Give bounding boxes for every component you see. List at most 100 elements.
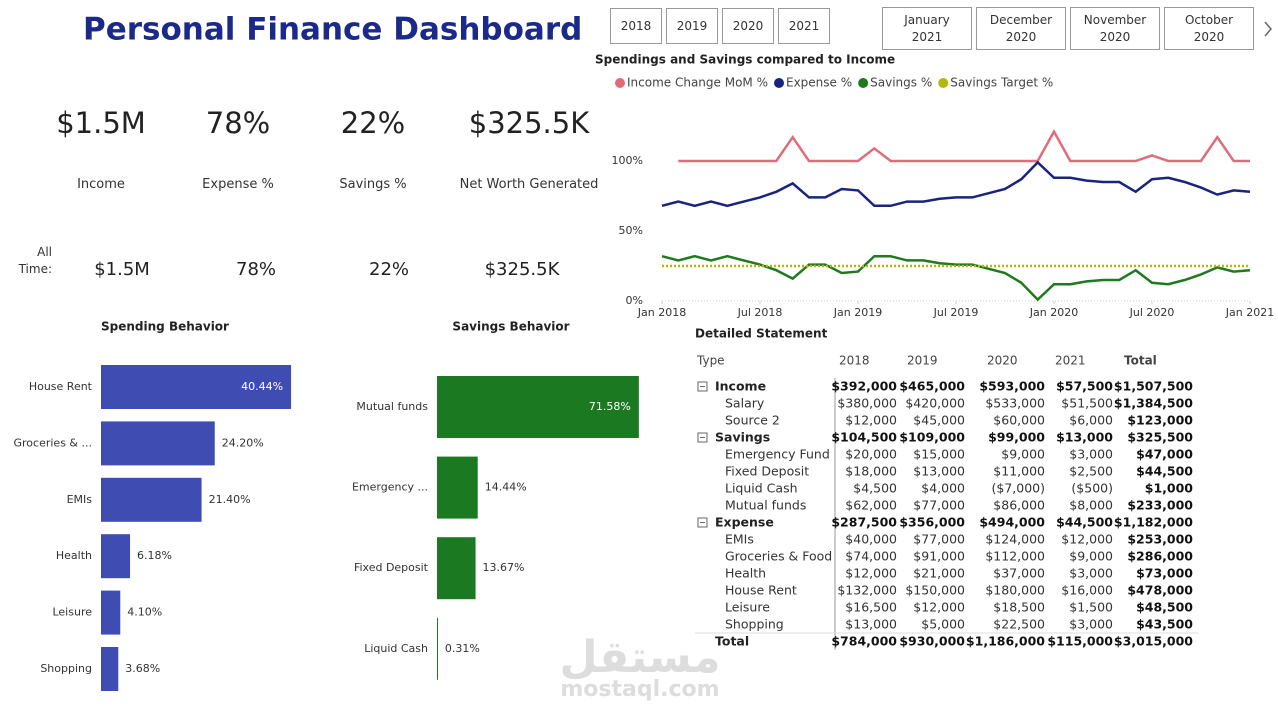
value-label: 24.20%	[222, 436, 264, 449]
category-label: Mutual funds	[356, 400, 428, 413]
cell: $180,000	[985, 583, 1045, 598]
cell: $233,000	[1127, 498, 1193, 513]
legend-marker	[615, 78, 625, 88]
cell: $1,500	[1069, 600, 1113, 615]
cell: $124,000	[985, 532, 1045, 547]
cell: $73,000	[1136, 566, 1193, 581]
cell: $13,000	[913, 464, 965, 479]
cell: $9,000	[1001, 447, 1045, 462]
category-label: Groceries & ...	[14, 436, 93, 449]
value-label: 4.10%	[127, 606, 162, 619]
bar	[101, 365, 292, 409]
cell: $494,000	[979, 515, 1045, 530]
bar	[101, 534, 131, 579]
x-tick-label: Jan 2020	[1029, 306, 1078, 319]
row-label: Fixed Deposit	[725, 464, 809, 479]
value-label: 0.31%	[445, 642, 480, 655]
column-header: 2018	[839, 354, 870, 368]
x-tick-label: Jul 2018	[737, 306, 783, 319]
cell: $287,500	[831, 515, 897, 530]
cell: $4,000	[921, 481, 965, 496]
kpi-label: Expense %	[202, 177, 274, 192]
value-label: 14.44%	[485, 481, 527, 494]
category-label: EMIs	[67, 493, 93, 506]
kpi-value: $325.5K	[468, 106, 590, 140]
cell: $1,182,000	[1114, 515, 1193, 530]
cell: $150,000	[905, 583, 965, 598]
watermark-logo: مستقل	[560, 632, 721, 683]
cell: $6,000	[1069, 413, 1113, 428]
bar	[437, 537, 476, 600]
year-slicer[interactable]: 2021	[778, 8, 830, 44]
legend-label: Savings Target %	[950, 76, 1053, 90]
cell: $930,000	[899, 634, 965, 649]
row-label: Source 2	[725, 413, 780, 428]
cell: $44,500	[1136, 464, 1193, 479]
cell: $253,000	[1127, 532, 1193, 547]
x-tick-label: Jan 2018	[637, 306, 686, 319]
bar	[101, 477, 202, 522]
cell: $60,000	[993, 413, 1045, 428]
value-label: 3.68%	[125, 662, 160, 675]
cell: $420,000	[905, 396, 965, 411]
x-tick-label: Jul 2020	[1129, 306, 1175, 319]
cell: $16,000	[1061, 583, 1113, 598]
bar	[437, 456, 478, 519]
column-header: Type	[696, 354, 725, 368]
month-slicer[interactable]: November 2020	[1070, 7, 1160, 50]
month-slicer[interactable]: January 2021	[882, 7, 972, 50]
cell: $392,000	[831, 379, 897, 394]
y-tick-label: 0%	[626, 294, 643, 307]
cell: $115,000	[1047, 634, 1113, 649]
month-slicer[interactable]: December 2020	[976, 7, 1066, 50]
series-line	[661, 160, 1251, 208]
category-label: Leisure	[52, 606, 92, 619]
row-label: Savings	[715, 430, 770, 445]
year-slicer[interactable]: 2020	[722, 8, 774, 44]
value-label: 6.18%	[137, 549, 172, 562]
cell: $18,000	[845, 464, 897, 479]
cell: ($7,000)	[992, 481, 1046, 496]
column-header: Total	[1124, 354, 1157, 368]
cell: $2,500	[1069, 464, 1113, 479]
cell: $380,000	[837, 396, 897, 411]
category-label: Emergency ...	[352, 481, 428, 494]
cell: $47,000	[1136, 447, 1193, 462]
cell: $13,000	[1056, 430, 1113, 445]
cell: $20,000	[845, 447, 897, 462]
scroll-arrow[interactable]	[1264, 21, 1272, 37]
cell: $48,500	[1136, 600, 1193, 615]
cell: $15,000	[913, 447, 965, 462]
cell: $12,000	[913, 600, 965, 615]
cell: $12,000	[845, 413, 897, 428]
cell: $9,000	[1069, 549, 1113, 564]
x-tick-label: Jan 2019	[833, 306, 882, 319]
cell: $18,500	[993, 600, 1045, 615]
kpi-label: Savings %	[339, 177, 407, 192]
category-label: Shopping	[40, 662, 92, 675]
cell: $286,000	[1127, 549, 1193, 564]
cell: $3,000	[1069, 447, 1113, 462]
legend-label: Income Change MoM %	[627, 76, 768, 90]
column-header: 2021	[1055, 354, 1086, 368]
row-label: Total	[715, 634, 749, 649]
row-label: Shopping	[725, 617, 784, 632]
year-slicer[interactable]: 2018	[610, 8, 662, 44]
watermark-url: mostaql.com	[560, 677, 719, 702]
cell: $3,000	[1069, 566, 1113, 581]
year-slicer[interactable]: 2019	[666, 8, 718, 44]
cell: $112,000	[985, 549, 1045, 564]
cell: $16,500	[845, 600, 897, 615]
bar	[437, 376, 639, 438]
cell: $4,500	[853, 481, 897, 496]
value-label: 21.40%	[209, 493, 251, 506]
month-slicer[interactable]: October 2020	[1164, 7, 1254, 50]
chart-title: Savings Behavior	[452, 320, 569, 334]
all-time-value: 78%	[235, 259, 277, 280]
category-label: House Rent	[29, 380, 93, 393]
category-label: Liquid Cash	[364, 642, 428, 655]
bar	[101, 647, 119, 691]
cell: $1,507,500	[1114, 379, 1193, 394]
bar	[101, 590, 121, 635]
